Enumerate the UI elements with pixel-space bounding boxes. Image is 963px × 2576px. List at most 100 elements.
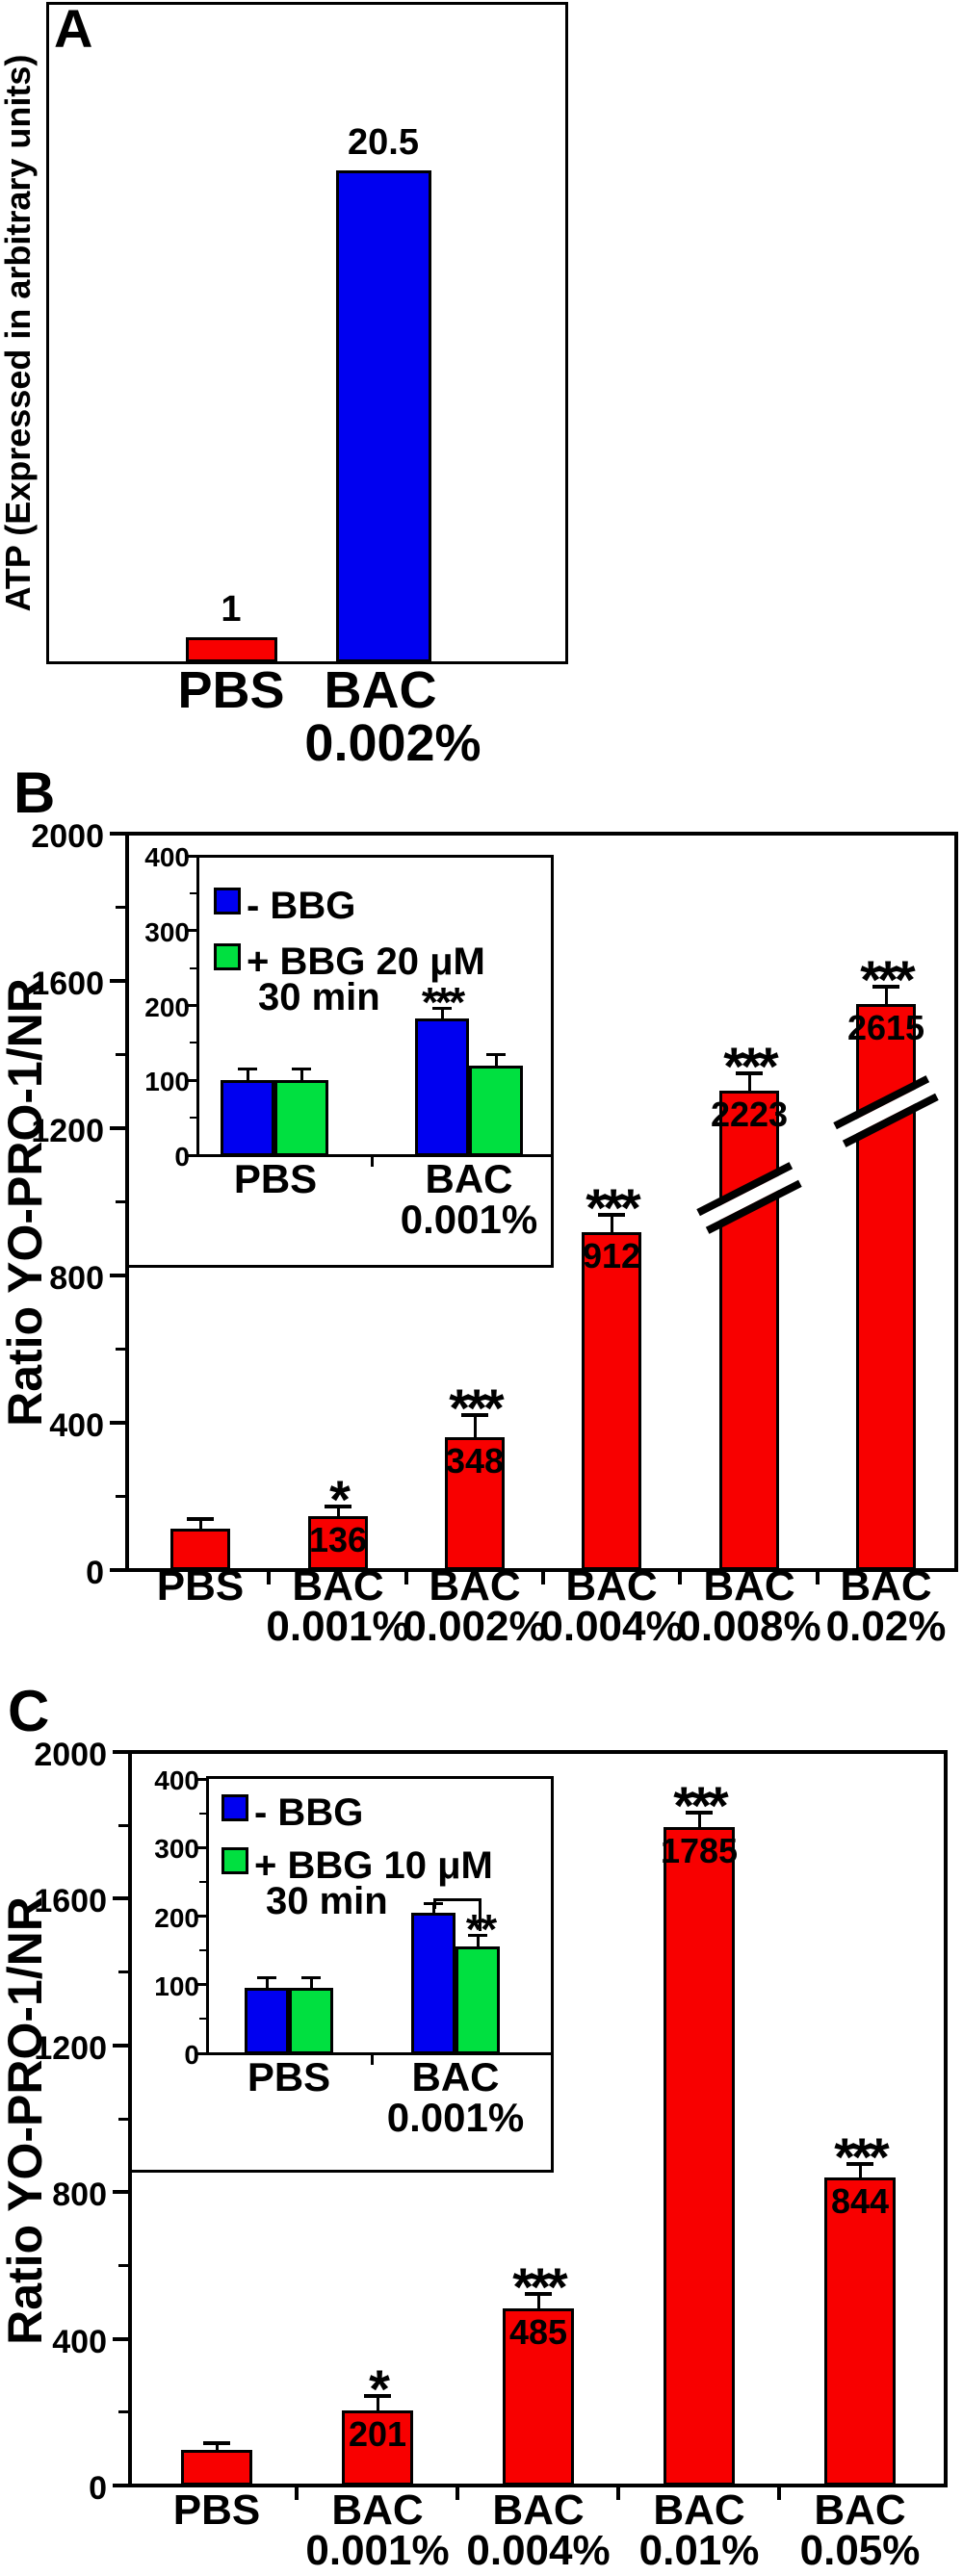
bar-value-label: 1 [221,589,242,631]
error-bar-stem [376,2395,379,2414]
panel-b-y-axis-label: Ratio YO-PRO-1/NR [0,978,52,1427]
x-category-label: PBS [172,2486,261,2534]
y-tick-label: 1600 [34,1883,107,1920]
bar-value-label: 20.5 [348,121,419,163]
inset-y-tick-label: 400 [154,1765,199,1795]
inset-y-tick-minor [189,891,196,894]
error-bar-stem [858,2163,862,2181]
x-category-label: PBS [156,1562,245,1610]
error-bar-cap [525,2291,552,2296]
error-bar-stem [884,987,888,1009]
inset-y-tick-major [194,2051,206,2055]
x-category-label: BAC [429,1562,521,1610]
y-tick-label: 800 [49,1260,104,1297]
y-tick-label: 2000 [31,818,104,855]
sig-bracket-horizontal [433,1898,482,1901]
inset-right-border [551,854,554,1268]
x-tick [816,1572,820,1584]
panel-c-bar-bac-0.01% [664,1827,735,2486]
x-category-label-line2: 0.02% [825,1603,947,1650]
y-tick-minor [116,1053,125,1056]
x-category-label-line2: 0.008% [677,1603,821,1650]
significance-stars: *** [860,949,915,1011]
inset-error-bar-cap [301,1975,321,1979]
y-tick-major [110,979,125,983]
error-bar-cap [846,2161,873,2166]
x-category-label: BAC [324,661,437,719]
y-tick-minor [116,906,125,909]
legend-swatch-green [221,1847,248,1874]
y-tick-minor [116,1495,125,1498]
legend-label-plus-bbg-line2: 30 min [258,976,380,1018]
inset-y-tick-label: 0 [184,2040,199,2070]
y-tick-label: 800 [52,2177,107,2214]
inset-bar-pbs-green [289,1987,333,2054]
bar-value-label: 348 [445,1440,505,1481]
error-bar-stem [198,1519,202,1533]
significance-stars: *** [723,1036,778,1096]
y-tick-major [113,2043,128,2048]
y-tick-major [113,2484,128,2487]
legend-label-plus-bbg-line2: 30 min [266,1880,388,1922]
significance-stars: *** [449,1377,504,1438]
bar-value-label: 912 [582,1235,641,1275]
x-category-label: BAC [492,2486,585,2534]
inset-bar-bac-green [455,1945,500,2054]
legend-swatch-green [214,943,241,970]
y-tick-major [113,2190,128,2195]
significance-stars: * [329,1469,351,1531]
x-category-label-line2: 0.05% [799,2527,921,2574]
legend-label-plus-bbg: + BBG 20 μM [247,940,485,983]
inset-y-tick-major [184,1153,196,1157]
inset-x-tick [370,1156,374,1167]
inset-y-tick-major [194,1915,206,1918]
panel-c-bar-bac-0.001% [342,2409,413,2486]
inset-error-bar-cap [257,1975,276,1979]
error-bar-stem [215,2443,219,2455]
inset-x-axis [205,2051,553,2055]
inset-y-tick-label: 300 [144,916,190,947]
inset-top-border [207,1775,554,1779]
inset-x-category-label: BAC [411,2054,500,2099]
inset-bottom-border [129,1264,554,1268]
y-tick-major [113,1896,128,1901]
x-tick [616,2487,620,2500]
x-category-label: BAC [653,2486,745,2534]
panel-b-bar-bac-0.004% [582,1231,641,1570]
y-tick-minor [118,2263,128,2267]
y-tick-label: 400 [52,2323,107,2360]
panel-c-y-axis-label: Ratio YO-PRO-1/NR [0,1896,52,2345]
y-tick-label: 0 [86,1555,104,1591]
error-bar-cap [598,1212,625,1217]
x-category-label: BAC [292,1562,384,1610]
y-tick-major [110,1274,125,1277]
y-tick-minor [118,2117,128,2121]
inset-y-axis [195,854,199,1157]
error-bar-stem [336,1507,340,1521]
inset-error-bar-cap [238,1067,257,1070]
inset-error-bar-cap [432,1006,452,1010]
x-category-label-line2: 0.004% [466,2527,611,2574]
inset-error-bar-stem [476,1936,480,1950]
y-tick-label: 1600 [31,966,104,1002]
y-tick-major [110,832,125,836]
inset-error-bar-stem [309,1977,313,1992]
bar-value-label: 2223 [710,1094,789,1134]
inset-x-category-label-line2: 0.001% [386,2095,525,2140]
error-bar-stem [536,2293,540,2312]
significance-stars: *** [673,1774,728,1836]
error-bar-cap [686,1810,713,1815]
error-bar-stem [747,1073,751,1095]
inset-x-axis [195,1153,553,1157]
y-tick-minor [118,2410,128,2414]
legend-label-minus-bbg: - BBG [254,1791,364,1834]
x-tick [678,1572,682,1584]
significance-stars: *** [512,2255,567,2317]
error-bar-stem [697,1812,701,1832]
inset-bar-pbs-blue [245,1987,289,2054]
sig-bracket-left-drop [433,1898,436,1909]
y-tick-major [110,1568,125,1572]
inset-y-tick-minor [189,1042,196,1044]
inset-error-bar-stem [299,1069,303,1085]
panel-c-letter: C [8,1679,50,1743]
